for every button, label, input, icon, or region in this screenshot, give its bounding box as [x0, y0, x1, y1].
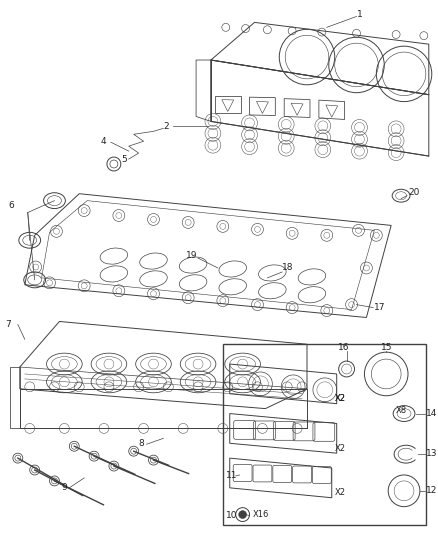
- Circle shape: [69, 441, 79, 451]
- Text: 17: 17: [374, 303, 386, 312]
- Text: X2: X2: [335, 394, 346, 403]
- Bar: [223, 344, 426, 526]
- Text: 15: 15: [381, 343, 392, 352]
- Text: 14: 14: [426, 409, 437, 418]
- Text: X2: X2: [335, 443, 346, 453]
- Circle shape: [30, 465, 39, 475]
- Text: X2: X2: [335, 488, 346, 497]
- Text: 7: 7: [5, 320, 11, 329]
- Circle shape: [49, 476, 60, 486]
- Text: 9: 9: [61, 483, 67, 492]
- Text: 11: 11: [226, 472, 237, 480]
- Text: 10: 10: [226, 511, 237, 520]
- Text: X16: X16: [253, 510, 269, 519]
- Text: 16: 16: [338, 343, 350, 352]
- Text: X2: X2: [335, 394, 346, 403]
- Text: X8: X8: [396, 406, 407, 415]
- Text: 2: 2: [163, 122, 169, 131]
- Text: 6: 6: [8, 201, 14, 210]
- Text: 12: 12: [426, 486, 437, 495]
- Text: 4: 4: [101, 137, 106, 146]
- Circle shape: [239, 511, 247, 519]
- Text: 8: 8: [139, 439, 145, 448]
- Text: 5: 5: [121, 155, 127, 164]
- Text: 13: 13: [426, 449, 437, 458]
- Text: 1: 1: [357, 10, 362, 19]
- Circle shape: [129, 446, 139, 456]
- Text: 19: 19: [186, 251, 198, 260]
- Text: 20: 20: [408, 188, 419, 197]
- Circle shape: [148, 455, 159, 465]
- Circle shape: [107, 157, 121, 171]
- Text: 18: 18: [282, 263, 294, 272]
- Circle shape: [13, 453, 23, 463]
- Circle shape: [109, 461, 119, 471]
- Circle shape: [89, 451, 99, 461]
